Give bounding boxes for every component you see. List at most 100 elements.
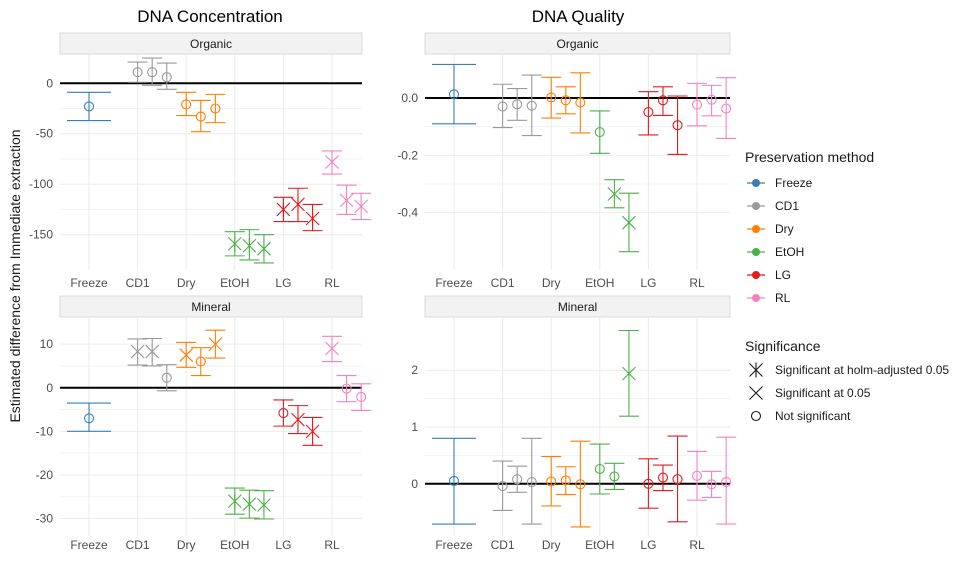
chart-title-dna-quality: DNA Quality <box>532 7 625 26</box>
data-point-lg <box>273 196 294 223</box>
x-tick-label: RL <box>324 276 340 290</box>
data-point-dry <box>205 329 226 359</box>
data-point-rl <box>351 192 372 221</box>
data-point-dry <box>570 72 591 134</box>
data-point-cd1 <box>492 460 513 512</box>
point-marker <box>512 99 523 110</box>
point-marker <box>575 97 586 108</box>
data-point-rl <box>701 470 722 498</box>
y-tick-label: -10 <box>36 424 54 438</box>
x-tick-label: Freeze <box>70 276 108 290</box>
data-point-etoh <box>618 192 639 253</box>
x-tick-label: RL <box>324 538 340 552</box>
y-tick-label: 0.0 <box>401 91 418 105</box>
point-marker <box>339 193 354 208</box>
point-marker <box>448 475 460 486</box>
facet-label: Mineral <box>558 300 597 314</box>
data-point-cd1 <box>521 74 542 137</box>
legend-dot <box>752 179 760 187</box>
data-point-rl <box>716 77 737 139</box>
point-marker <box>448 89 460 100</box>
panel-conc-organic: Organic 0 -50 -100 -150 Freeze CD1 Dry EtOH LG RL <box>29 32 372 290</box>
legend-dot <box>752 248 760 256</box>
data-point-cd1 <box>492 83 513 129</box>
data-point-etoh <box>224 487 245 515</box>
legend-label: CD1 <box>775 199 799 213</box>
facet-label: Organic <box>190 37 232 51</box>
point-marker <box>291 196 305 212</box>
x-tick-label: EtOH <box>585 538 614 552</box>
data-point-etoh <box>253 234 274 264</box>
panel-quality-mineral: Mineral 2 1 0 Freeze CD1 Dry EtOH LG RL <box>411 295 737 552</box>
point-marker <box>341 383 352 394</box>
facet-strip <box>59 32 363 55</box>
legend-label: Significant at 0.05 <box>775 386 871 400</box>
facet-strip <box>424 32 731 55</box>
legend-label: Freeze <box>775 176 813 190</box>
y-tick-label: -100 <box>29 177 53 191</box>
point-marker <box>181 99 192 110</box>
facet-strip <box>59 295 363 318</box>
point-marker <box>161 72 172 83</box>
legend-marker-cross <box>749 386 763 400</box>
point-marker <box>132 67 143 78</box>
legend-item-rl: RL <box>747 291 791 305</box>
data-point-dry <box>570 440 591 528</box>
data-point-rl <box>322 335 342 363</box>
point-marker <box>691 99 703 110</box>
point-marker <box>179 348 194 362</box>
data-point-lg <box>273 399 294 427</box>
y-tick-label: -30 <box>36 512 54 526</box>
legend: Preservation method Freeze CD1 Dry EtOH LG RL… <box>745 149 949 423</box>
point-marker <box>305 211 320 227</box>
point-marker <box>242 496 257 512</box>
data-point-lg <box>638 458 659 509</box>
point-marker <box>497 480 508 492</box>
data-point-lg <box>652 86 673 117</box>
legend-label: Dry <box>775 222 794 236</box>
data-point-freeze <box>67 91 111 122</box>
point-marker <box>546 476 557 487</box>
point-marker <box>643 106 654 118</box>
data-point-dry <box>176 341 197 368</box>
legend-label: LG <box>775 268 791 282</box>
y-tick-label: -0.4 <box>397 206 418 220</box>
data-point-lg <box>302 203 323 232</box>
data-point-cd1 <box>127 338 148 366</box>
data-point-etoh <box>253 490 274 520</box>
legend-dot <box>752 202 760 210</box>
x-tick-label: LG <box>640 538 656 552</box>
data-point-lg <box>638 91 659 136</box>
x-tick-label: EtOH <box>220 538 249 552</box>
data-point-etoh <box>589 443 610 495</box>
data-point-rl <box>351 383 372 411</box>
data-point-cd1 <box>142 337 163 367</box>
legend-item-circle: Not significant <box>750 409 851 423</box>
x-tick-label: CD1 <box>126 538 150 552</box>
point-marker <box>575 479 586 490</box>
data-point-cd1 <box>507 87 528 121</box>
data-point-cd1 <box>156 62 177 90</box>
point-marker <box>83 101 95 112</box>
point-marker <box>657 472 669 483</box>
x-tick-label: Freeze <box>70 538 108 552</box>
y-tick-label: 2 <box>411 363 418 377</box>
data-point-rl <box>687 82 707 127</box>
point-marker <box>145 344 160 359</box>
data-point-lg <box>287 405 308 435</box>
point-marker <box>721 103 732 114</box>
legend-label: EtOH <box>775 245 804 259</box>
legend-item-cross: Significant at 0.05 <box>749 386 871 400</box>
data-point-lg <box>652 464 673 492</box>
point-marker <box>607 187 622 201</box>
point-marker <box>356 391 367 402</box>
point-marker <box>706 479 717 490</box>
data-point-etoh <box>589 110 610 154</box>
data-point-freeze <box>67 402 111 432</box>
data-point-dry <box>541 455 562 507</box>
x-tick-label: Freeze <box>435 276 473 290</box>
point-marker <box>546 92 557 103</box>
x-tick-label: CD1 <box>126 276 150 290</box>
data-point-rl <box>336 184 357 216</box>
x-tick-label: Dry <box>177 276 196 290</box>
